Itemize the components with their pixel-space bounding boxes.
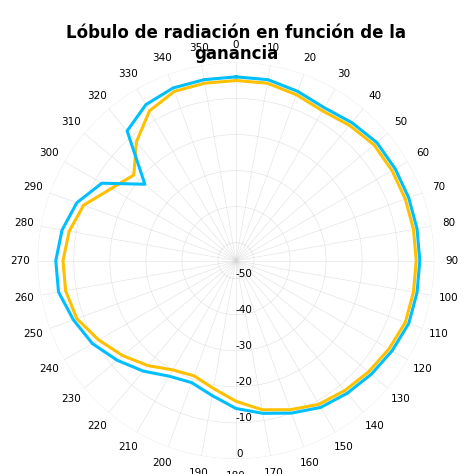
Horizontal (74, 316, 80, 321)
Vertical (201, 77, 207, 82)
Horizontal (411, 227, 416, 232)
Horizontal (411, 289, 416, 295)
Vertical (233, 406, 239, 411)
Vertical (141, 368, 146, 374)
Vertical (289, 410, 295, 416)
Horizontal (170, 367, 176, 373)
Horizontal (320, 108, 325, 114)
Horizontal (294, 92, 299, 98)
Vertical (392, 166, 398, 172)
Vertical (114, 357, 120, 363)
Vertical (389, 348, 395, 354)
Vertical (59, 227, 65, 233)
Horizontal (134, 139, 139, 145)
Vertical (56, 289, 61, 295)
Horizontal (413, 258, 419, 264)
Vertical (167, 374, 172, 379)
Horizontal (63, 288, 68, 293)
Horizontal (81, 202, 86, 208)
Vertical (143, 102, 149, 108)
Vertical (260, 410, 266, 416)
Vertical (53, 258, 59, 264)
Horizontal (342, 388, 348, 393)
Legend: Horizontal, Vertical: Horizontal, Vertical (130, 0, 342, 4)
Vertical (374, 140, 379, 146)
Vertical (74, 200, 80, 206)
Line: Vertical: Vertical (56, 77, 420, 413)
Horizontal (233, 78, 239, 83)
Horizontal (202, 81, 208, 86)
Horizontal (145, 363, 151, 368)
Vertical (369, 372, 374, 377)
Horizontal (260, 407, 265, 413)
Vertical (406, 195, 412, 201)
Horizontal (316, 401, 322, 407)
Text: Lóbulo de radiación en función de la
ganancia: Lóbulo de radiación en función de la gan… (66, 24, 406, 63)
Vertical (142, 182, 148, 187)
Horizontal (386, 346, 392, 352)
Horizontal (347, 123, 353, 128)
Horizontal (108, 186, 114, 191)
Horizontal (264, 81, 270, 86)
Vertical (124, 128, 130, 134)
Vertical (170, 85, 176, 91)
Horizontal (389, 168, 395, 173)
Horizontal (403, 196, 408, 202)
Horizontal (287, 407, 293, 412)
Vertical (210, 393, 215, 399)
Horizontal (67, 228, 72, 234)
Horizontal (233, 78, 239, 83)
Vertical (321, 105, 327, 110)
Horizontal (147, 108, 152, 114)
Vertical (417, 258, 422, 264)
Horizontal (60, 258, 66, 264)
Horizontal (403, 319, 408, 325)
Vertical (233, 74, 239, 80)
Vertical (318, 405, 323, 410)
Horizontal (96, 337, 101, 343)
Line: Horizontal: Horizontal (63, 81, 416, 410)
Vertical (349, 120, 354, 126)
Horizontal (371, 142, 377, 148)
Horizontal (171, 89, 177, 94)
Vertical (295, 89, 301, 94)
Vertical (265, 77, 271, 82)
Vertical (406, 321, 412, 327)
Vertical (414, 226, 420, 232)
Horizontal (131, 172, 137, 178)
Vertical (90, 341, 95, 346)
Horizontal (191, 373, 197, 379)
Vertical (189, 380, 194, 385)
Vertical (233, 74, 239, 80)
Vertical (414, 290, 420, 295)
Horizontal (211, 386, 216, 392)
Horizontal (366, 369, 371, 375)
Vertical (99, 181, 105, 186)
Vertical (71, 317, 76, 323)
Horizontal (233, 399, 239, 404)
Vertical (345, 391, 350, 396)
Horizontal (120, 353, 126, 358)
